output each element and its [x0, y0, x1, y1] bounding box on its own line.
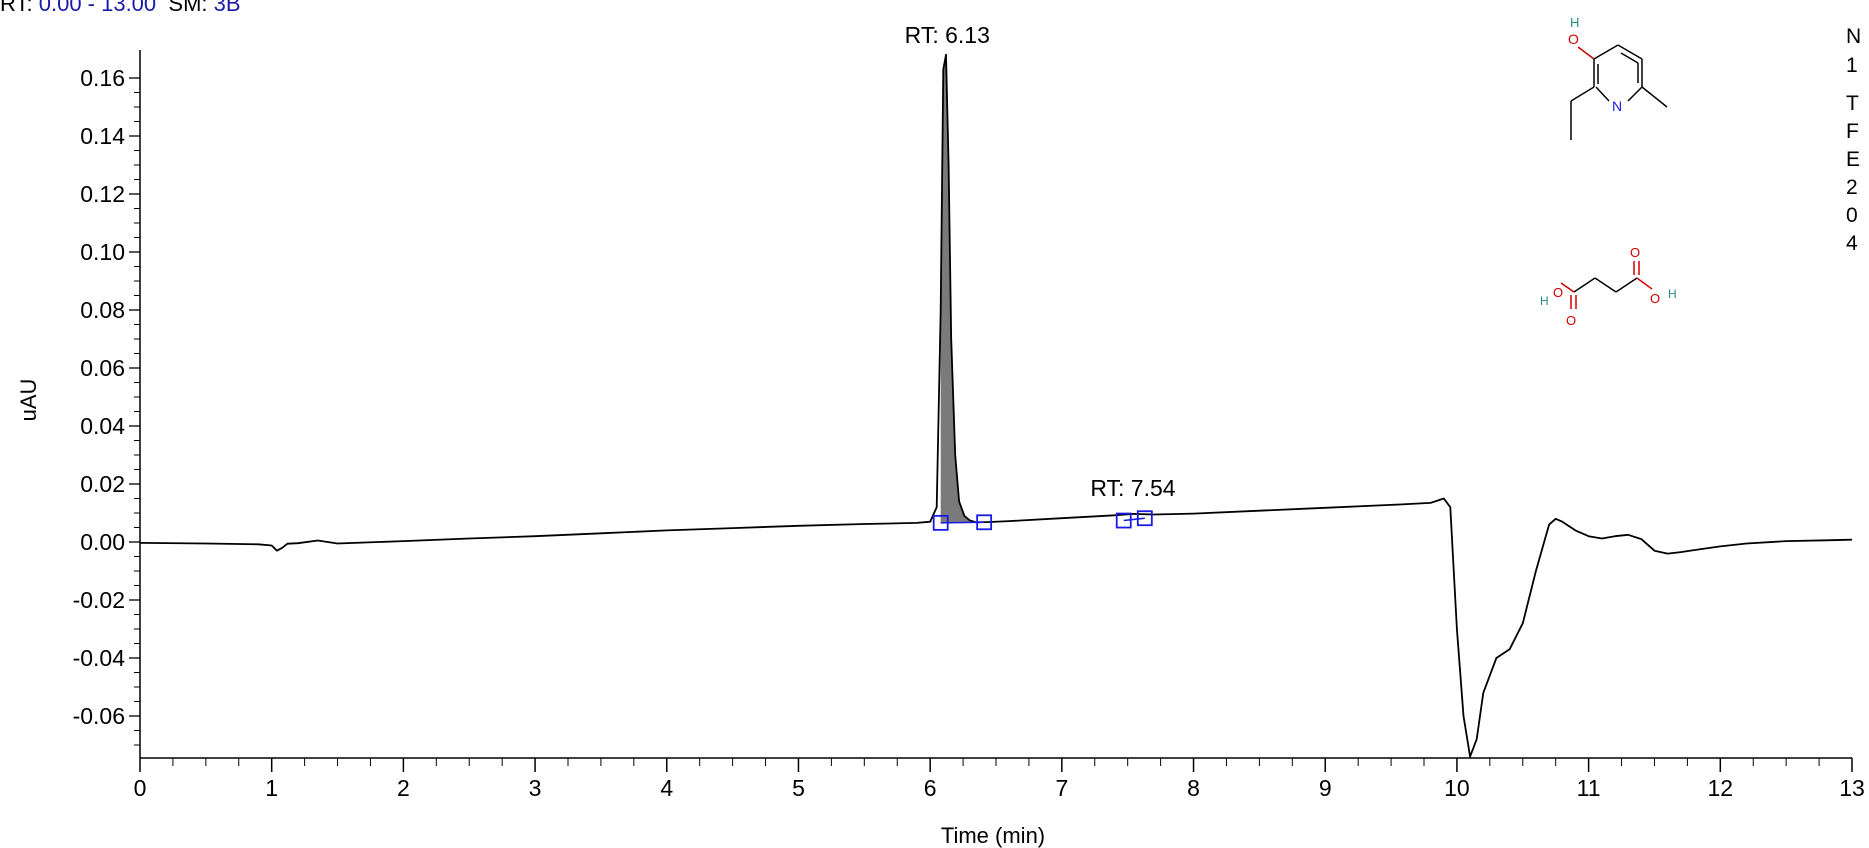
x-tick-label: 12: [1708, 775, 1734, 801]
x-tick-label: 11: [1577, 775, 1601, 801]
y-tick-label: 0.06: [80, 355, 125, 381]
atom-o-bottom: O: [1566, 313, 1576, 328]
x-tick-label: 0: [134, 775, 147, 801]
y-tick-label: 0.12: [80, 181, 125, 207]
series-group: RT: 6.13 RT: 7.54: [139, 22, 1853, 758]
peak-label: RT: 7.54: [1090, 475, 1175, 501]
x-tick-label: 3: [529, 775, 542, 801]
sm-label: SM:: [168, 0, 208, 16]
y-tick-label: 0.16: [80, 65, 125, 91]
x-tick-label: 4: [660, 775, 673, 801]
side-info-line: 2: [1846, 176, 1858, 199]
atom-o: O: [1568, 31, 1579, 47]
x-tick-label: 5: [792, 775, 805, 801]
peak-boundary-marker: [976, 514, 993, 531]
x-tick-label: 6: [924, 775, 937, 801]
peak-boundary-marker: [1136, 510, 1153, 527]
y-tick-label: -0.02: [73, 587, 125, 613]
structure-succinic-acid: H O O O O H: [1540, 245, 1677, 328]
y-tick-label: -0.06: [73, 703, 125, 729]
structure-emoxypine: H O N: [1568, 15, 1668, 140]
y-axis-label: uAU: [16, 379, 41, 422]
x-tick-label: 8: [1187, 775, 1200, 801]
y-tick-label: 0.14: [80, 123, 125, 149]
side-info-line: 4: [1846, 232, 1858, 255]
peak-label: RT: 6.13: [905, 22, 990, 48]
y-tick-label: 0.04: [80, 413, 125, 439]
x-tick-label: 2: [397, 775, 410, 801]
x-tick-label: 9: [1319, 775, 1332, 801]
chromatogram-trace: [139, 53, 1853, 758]
x-tick-label: 13: [1839, 775, 1865, 801]
peak-fill-area: [940, 54, 985, 523]
peak-boundary-marker: [1115, 512, 1132, 529]
side-info-line: F: [1846, 120, 1859, 143]
peak-boundary-marker: [932, 514, 949, 531]
atom-o-left: O: [1553, 285, 1563, 300]
side-info-line: 0: [1846, 204, 1858, 227]
x-tick-label: 1: [265, 775, 278, 801]
y-tick-label: 0.02: [80, 471, 125, 497]
peak-baseline: [1123, 517, 1145, 522]
x-axis-label: Time (min): [941, 823, 1045, 848]
header-info: RT: 0.00 - 13.00 SM: 3B: [0, 0, 241, 17]
atom-h-left: H: [1540, 294, 1549, 308]
y-tick-label: 0.08: [80, 297, 125, 323]
side-info-line: T: [1846, 92, 1859, 115]
atom-o-right: O: [1650, 291, 1660, 306]
y-tick-label: 0.00: [80, 529, 125, 555]
atom-n: N: [1612, 98, 1622, 114]
rt-label: RT:: [0, 0, 33, 16]
sm-value: 3B: [213, 0, 241, 16]
atom-h-right: H: [1668, 287, 1677, 301]
y-tick-label: -0.04: [73, 645, 126, 671]
rt-range: 0.00 - 13.00: [38, 0, 157, 16]
atom-o-top: O: [1630, 245, 1640, 260]
y-tick-label: 0.10: [80, 239, 125, 265]
atom-h: H: [1570, 15, 1579, 30]
x-tick-label: 10: [1444, 775, 1470, 801]
x-tick-label: 7: [1055, 775, 1068, 801]
axes-group: 0.16 0.14 0.12 0.10 0.08 0.06 0.04 0.02 0.00 -0.0…: [73, 50, 1865, 801]
side-info-line: 1: [1846, 54, 1858, 77]
side-info-line: E: [1846, 148, 1861, 171]
side-info-line: N: [1846, 25, 1862, 48]
